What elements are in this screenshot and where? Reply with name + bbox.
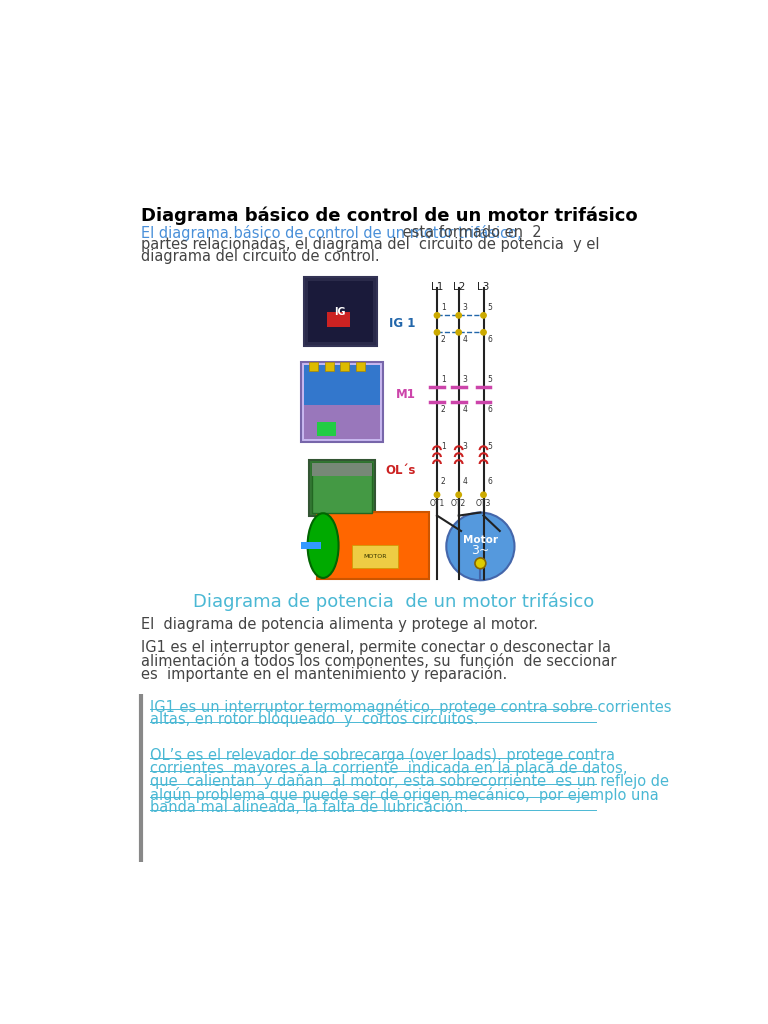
Bar	[317, 423, 336, 436]
Text: 4: 4	[462, 477, 468, 486]
Bar	[356, 361, 365, 371]
Circle shape	[481, 330, 486, 335]
Text: 2: 2	[441, 404, 445, 414]
Bar	[325, 361, 334, 371]
Text: diagrama del circuito de control.: diagrama del circuito de control.	[141, 249, 379, 264]
Text: OLʼs es el relevador de sobrecarga (over loads). protege contra: OLʼs es el relevador de sobrecarga (over…	[151, 749, 615, 763]
Text: El diagrama básico de control de un motor trifásico,: El diagrama básico de control de un moto…	[141, 224, 521, 241]
Bar	[310, 460, 375, 515]
Text: 2: 2	[441, 336, 445, 344]
Circle shape	[446, 512, 515, 581]
Circle shape	[481, 312, 486, 318]
Text: algún problema que puede ser de origen mecánico,  por ejemplo una: algún problema que puede ser de origen m…	[151, 787, 659, 804]
Text: IG: IG	[334, 306, 346, 316]
Bar	[327, 311, 350, 327]
Text: 6: 6	[488, 404, 492, 414]
Text: 1: 1	[441, 303, 445, 312]
Text: 1: 1	[441, 375, 445, 384]
Text: 6: 6	[488, 336, 492, 344]
Text: 4: 4	[462, 404, 468, 414]
Bar	[301, 542, 321, 550]
Ellipse shape	[307, 513, 339, 578]
Text: 2: 2	[441, 477, 445, 486]
Text: alimentación a todos los componentes, su  función  de seccionar: alimentación a todos los componentes, su…	[141, 653, 617, 670]
Circle shape	[434, 330, 440, 335]
Text: que  calientan  y dañan  al motor, esta sobrecorriente  es un reflejo de: que calientan y dañan al motor, esta sob…	[151, 774, 669, 790]
Text: M1: M1	[396, 388, 415, 401]
Text: OT3: OT3	[476, 500, 492, 508]
Bar	[310, 361, 319, 371]
Bar	[313, 463, 372, 512]
Text: altas, en rotor bloqueado  y  cortos circuitos.: altas, en rotor bloqueado y cortos circu…	[151, 712, 478, 727]
Circle shape	[434, 493, 440, 498]
Circle shape	[434, 312, 440, 318]
Circle shape	[481, 493, 486, 498]
Text: partes relacionadas, el diagrama del  circuito de potencia  y el: partes relacionadas, el diagrama del cir…	[141, 237, 600, 252]
Bar	[304, 399, 379, 439]
Text: banda mal alineada, la falta de lubricación.: banda mal alineada, la falta de lubricac…	[151, 801, 468, 815]
Text: El  diagrama de potencia alimenta y protege al motor.: El diagrama de potencia alimenta y prote…	[141, 617, 538, 632]
Text: L1: L1	[431, 283, 443, 292]
Text: 3: 3	[462, 375, 468, 384]
Text: IG1 es el interruptor general, permite conectar o desconectar la: IG1 es el interruptor general, permite c…	[141, 640, 611, 655]
Text: 1: 1	[441, 442, 445, 451]
Text: 4: 4	[462, 336, 468, 344]
Text: MOTOR: MOTOR	[363, 554, 387, 559]
Bar	[301, 361, 382, 442]
Text: OT2: OT2	[451, 500, 466, 508]
Text: 3: 3	[462, 303, 468, 312]
Circle shape	[456, 493, 462, 498]
Text: Motor: Motor	[463, 536, 498, 545]
Bar	[304, 366, 379, 406]
Text: IG1 es un interruptor termomagnético, protege contra sobre corrientes: IG1 es un interruptor termomagnético, pr…	[151, 698, 672, 715]
Text: 6: 6	[488, 477, 492, 486]
Text: esta formado en  2: esta formado en 2	[399, 224, 542, 240]
Text: OT1: OT1	[429, 500, 445, 508]
Text: es  importante en el mantenimiento y reparación.: es importante en el mantenimiento y repa…	[141, 667, 507, 683]
Circle shape	[456, 330, 462, 335]
Text: L2: L2	[452, 283, 465, 292]
Text: OL´s: OL´s	[385, 465, 415, 477]
Circle shape	[456, 312, 462, 318]
Text: 3: 3	[462, 442, 468, 451]
Circle shape	[475, 558, 486, 568]
Text: 5: 5	[488, 303, 492, 312]
Text: Diagrama básico de control de un motor trifásico: Diagrama básico de control de un motor t…	[141, 206, 637, 224]
Text: 3~: 3~	[472, 545, 489, 557]
Text: IG 1: IG 1	[389, 317, 415, 331]
Bar	[303, 276, 377, 346]
Bar	[308, 282, 372, 342]
Text: 5: 5	[488, 442, 492, 451]
Bar	[313, 463, 372, 475]
Text: Diagrama de potencia  de un motor trifásico: Diagrama de potencia de un motor trifási…	[193, 593, 594, 611]
Text: L3: L3	[478, 283, 490, 292]
Text: corrientes  mayores a la corriente  indicada en la placa de datos,: corrientes mayores a la corriente indica…	[151, 761, 627, 776]
Text: 5: 5	[488, 375, 492, 384]
Bar	[352, 545, 399, 568]
Bar	[317, 512, 429, 580]
Bar	[340, 361, 349, 371]
